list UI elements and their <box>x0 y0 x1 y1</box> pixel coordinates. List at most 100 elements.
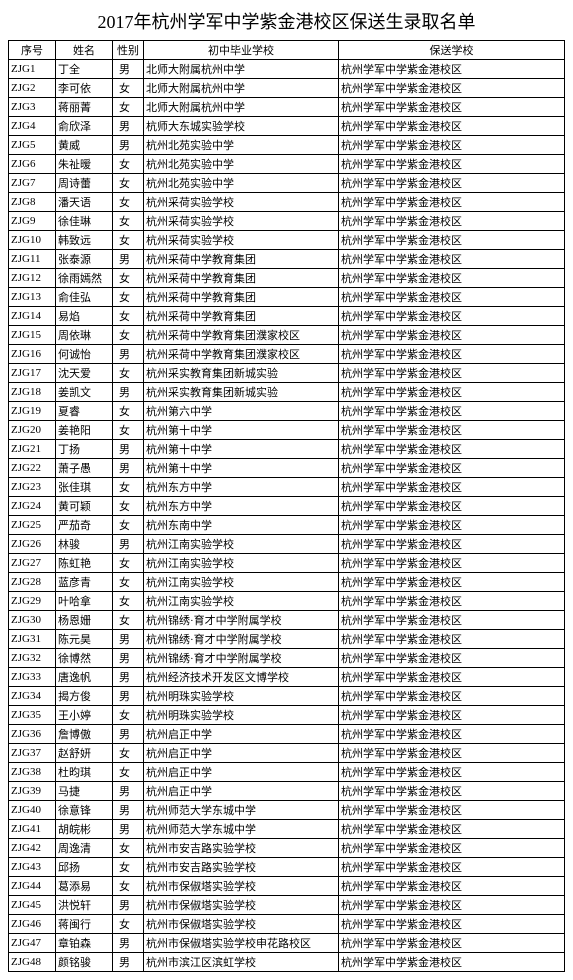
cell-id: ZJG19 <box>9 402 56 421</box>
cell-name: 丁全 <box>56 60 113 79</box>
cell-school: 杭州锦绣·育才中学附属学校 <box>144 649 339 668</box>
cell-dest: 杭州学军中学紫金港校区 <box>339 421 565 440</box>
header-id: 序号 <box>9 41 56 60</box>
cell-dest: 杭州学军中学紫金港校区 <box>339 668 565 687</box>
cell-school: 杭州江南实验学校 <box>144 592 339 611</box>
cell-school: 杭州启正中学 <box>144 725 339 744</box>
header-school: 初中毕业学校 <box>144 41 339 60</box>
cell-id: ZJG29 <box>9 592 56 611</box>
cell-gender: 女 <box>113 573 144 592</box>
cell-id: ZJG37 <box>9 744 56 763</box>
cell-school: 杭州采荷实验学校 <box>144 231 339 250</box>
cell-gender: 男 <box>113 250 144 269</box>
cell-id: ZJG22 <box>9 459 56 478</box>
cell-id: ZJG41 <box>9 820 56 839</box>
cell-school: 杭州经济技术开发区文博学校 <box>144 668 339 687</box>
cell-name: 姜凯文 <box>56 383 113 402</box>
cell-school: 杭州启正中学 <box>144 782 339 801</box>
cell-id: ZJG11 <box>9 250 56 269</box>
table-row: ZJG32徐博然男杭州锦绣·育才中学附属学校杭州学军中学紫金港校区 <box>9 649 565 668</box>
cell-name: 颜铭骏 <box>56 953 113 972</box>
cell-gender: 男 <box>113 801 144 820</box>
cell-school: 杭州东南中学 <box>144 516 339 535</box>
cell-school: 杭州师范大学东城中学 <box>144 820 339 839</box>
cell-gender: 女 <box>113 592 144 611</box>
cell-school: 杭州启正中学 <box>144 744 339 763</box>
table-row: ZJG47章铂森男杭州市保俶塔实验学校申花路校区杭州学军中学紫金港校区 <box>9 934 565 953</box>
cell-dest: 杭州学军中学紫金港校区 <box>339 459 565 478</box>
table-row: ZJG25严茄奇女杭州东南中学杭州学军中学紫金港校区 <box>9 516 565 535</box>
table-row: ZJG41胡皖彬男杭州师范大学东城中学杭州学军中学紫金港校区 <box>9 820 565 839</box>
table-row: ZJG21丁扬男杭州第十中学杭州学军中学紫金港校区 <box>9 440 565 459</box>
cell-school: 杭州市保俶塔实验学校 <box>144 915 339 934</box>
table-row: ZJG28蓝彦青女杭州江南实验学校杭州学军中学紫金港校区 <box>9 573 565 592</box>
cell-dest: 杭州学军中学紫金港校区 <box>339 782 565 801</box>
cell-gender: 男 <box>113 953 144 972</box>
cell-id: ZJG26 <box>9 535 56 554</box>
cell-gender: 女 <box>113 307 144 326</box>
header-gender: 性别 <box>113 41 144 60</box>
cell-gender: 女 <box>113 402 144 421</box>
cell-name: 杨恩姗 <box>56 611 113 630</box>
cell-id: ZJG35 <box>9 706 56 725</box>
cell-id: ZJG25 <box>9 516 56 535</box>
cell-id: ZJG3 <box>9 98 56 117</box>
cell-name: 章铂森 <box>56 934 113 953</box>
cell-name: 俞欣泽 <box>56 117 113 136</box>
header-name: 姓名 <box>56 41 113 60</box>
table-row: ZJG19夏睿女杭州第六中学杭州学军中学紫金港校区 <box>9 402 565 421</box>
table-row: ZJG38杜昀琪女杭州启正中学杭州学军中学紫金港校区 <box>9 763 565 782</box>
cell-dest: 杭州学军中学紫金港校区 <box>339 364 565 383</box>
cell-name: 丁扬 <box>56 440 113 459</box>
cell-id: ZJG20 <box>9 421 56 440</box>
cell-school: 杭州师范大学东城中学 <box>144 801 339 820</box>
table-row: ZJG44葛添易女杭州市保俶塔实验学校杭州学军中学紫金港校区 <box>9 877 565 896</box>
cell-gender: 男 <box>113 383 144 402</box>
cell-id: ZJG9 <box>9 212 56 231</box>
cell-school: 杭州采荷中学教育集团 <box>144 307 339 326</box>
cell-dest: 杭州学军中学紫金港校区 <box>339 231 565 250</box>
page-title: 2017年杭州学军中学紫金港校区保送生录取名单 <box>8 8 565 34</box>
cell-name: 蓝彦青 <box>56 573 113 592</box>
cell-gender: 男 <box>113 820 144 839</box>
table-row: ZJG6朱祉暧女杭州北苑实验中学杭州学军中学紫金港校区 <box>9 155 565 174</box>
cell-dest: 杭州学军中学紫金港校区 <box>339 497 565 516</box>
cell-name: 周诗蕾 <box>56 174 113 193</box>
cell-id: ZJG32 <box>9 649 56 668</box>
cell-name: 萧子愚 <box>56 459 113 478</box>
cell-name: 林骏 <box>56 535 113 554</box>
cell-id: ZJG40 <box>9 801 56 820</box>
cell-gender: 男 <box>113 687 144 706</box>
cell-school: 杭州采荷中学教育集团 <box>144 288 339 307</box>
cell-name: 徐意锋 <box>56 801 113 820</box>
cell-id: ZJG5 <box>9 136 56 155</box>
cell-name: 夏睿 <box>56 402 113 421</box>
table-row: ZJG46蒋闽行女杭州市保俶塔实验学校杭州学军中学紫金港校区 <box>9 915 565 934</box>
cell-school: 杭州市安吉路实验学校 <box>144 839 339 858</box>
cell-name: 赵舒妍 <box>56 744 113 763</box>
cell-dest: 杭州学军中学紫金港校区 <box>339 744 565 763</box>
cell-dest: 杭州学军中学紫金港校区 <box>339 725 565 744</box>
cell-gender: 男 <box>113 345 144 364</box>
cell-gender: 女 <box>113 706 144 725</box>
table-row: ZJG2李可依女北师大附属杭州中学杭州学军中学紫金港校区 <box>9 79 565 98</box>
table-row: ZJG27陈虹艳女杭州江南实验学校杭州学军中学紫金港校区 <box>9 554 565 573</box>
cell-dest: 杭州学军中学紫金港校区 <box>339 801 565 820</box>
cell-name: 易焰 <box>56 307 113 326</box>
table-row: ZJG40徐意锋男杭州师范大学东城中学杭州学军中学紫金港校区 <box>9 801 565 820</box>
cell-gender: 男 <box>113 896 144 915</box>
table-row: ZJG24黄可颖女杭州东方中学杭州学军中学紫金港校区 <box>9 497 565 516</box>
cell-gender: 女 <box>113 858 144 877</box>
cell-school: 杭州江南实验学校 <box>144 535 339 554</box>
table-row: ZJG39马捷男杭州启正中学杭州学军中学紫金港校区 <box>9 782 565 801</box>
table-row: ZJG4俞欣泽男杭师大东城实验学校杭州学军中学紫金港校区 <box>9 117 565 136</box>
cell-gender: 女 <box>113 174 144 193</box>
cell-school: 杭州启正中学 <box>144 763 339 782</box>
cell-name: 葛添易 <box>56 877 113 896</box>
table-row: ZJG34揭方俊男杭州明珠实验学校杭州学军中学紫金港校区 <box>9 687 565 706</box>
table-row: ZJG14易焰女杭州采荷中学教育集团杭州学军中学紫金港校区 <box>9 307 565 326</box>
cell-school: 杭师大东城实验学校 <box>144 117 339 136</box>
cell-name: 洪悦轩 <box>56 896 113 915</box>
table-row: ZJG35王小婷女杭州明珠实验学校杭州学军中学紫金港校区 <box>9 706 565 725</box>
cell-id: ZJG17 <box>9 364 56 383</box>
